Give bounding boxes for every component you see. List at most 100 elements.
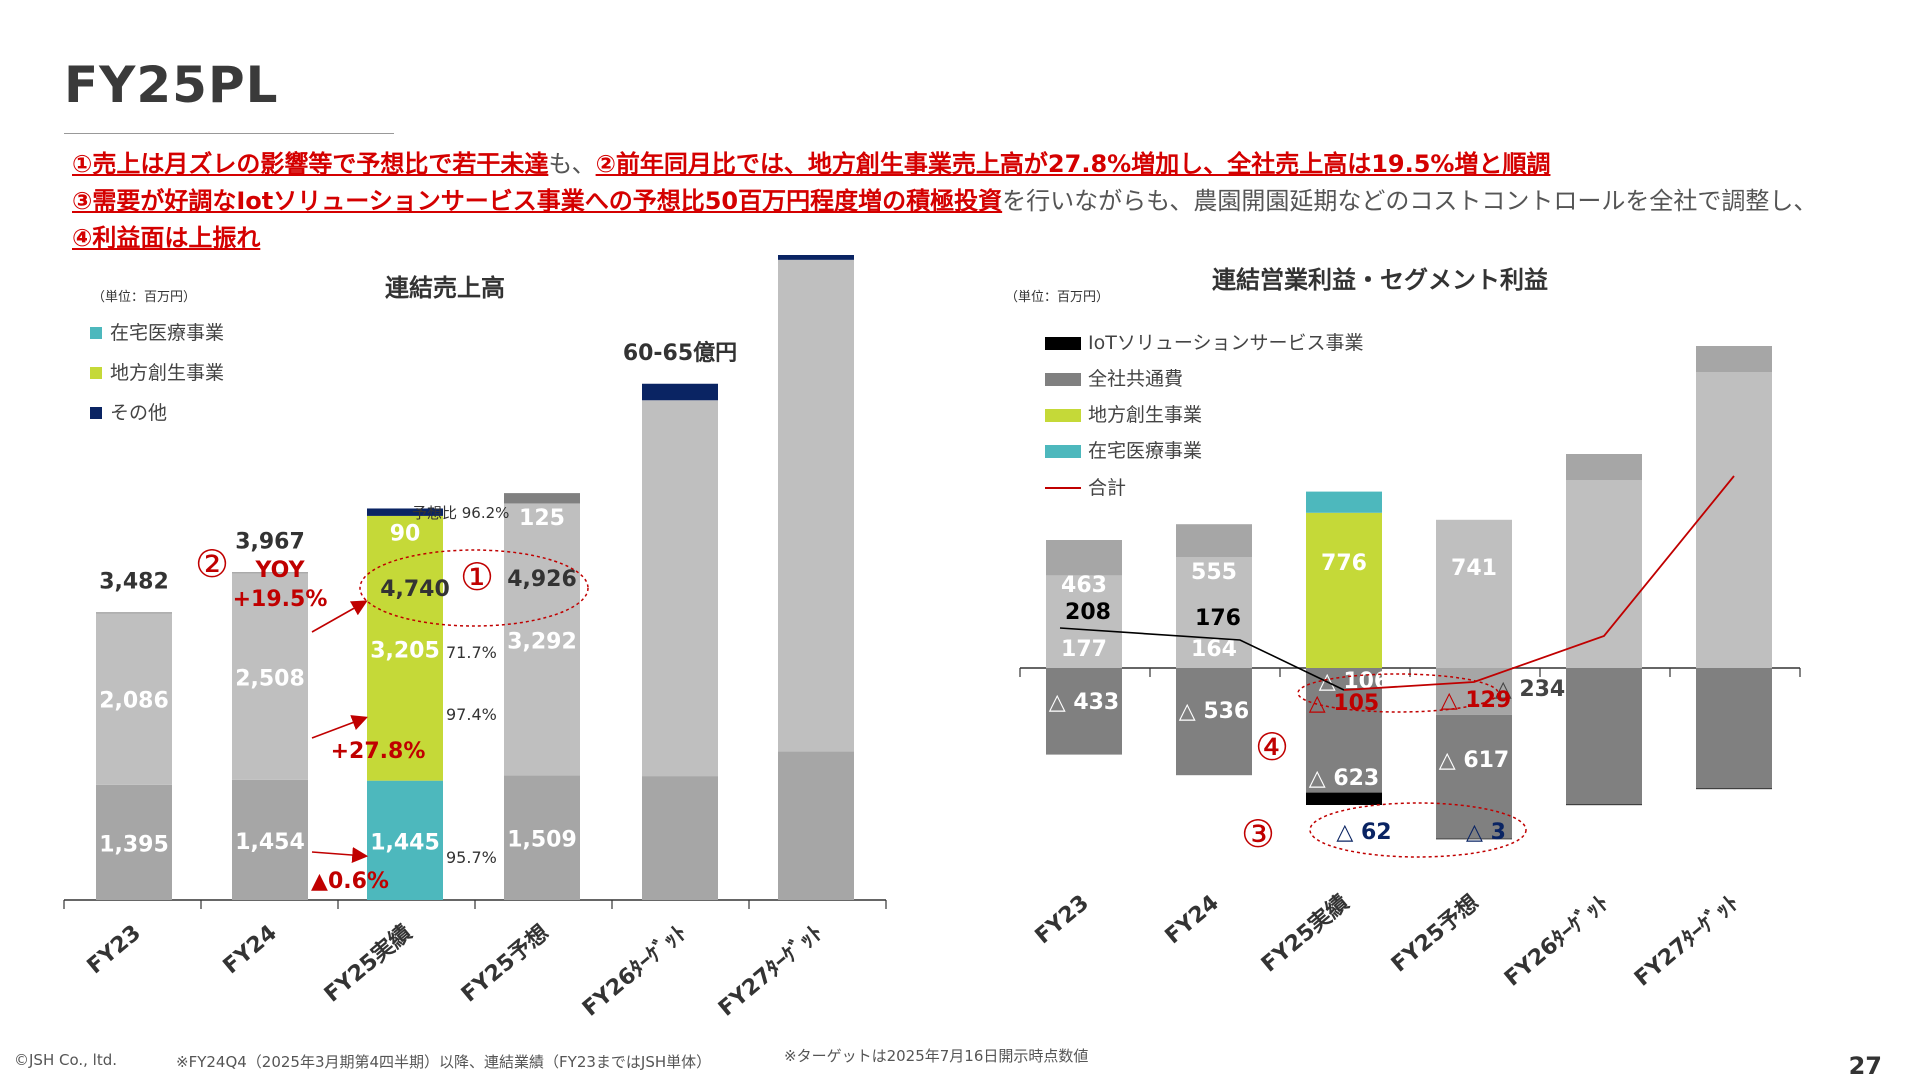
ratio-homecare: 95.7% xyxy=(446,848,497,867)
profit-bar-0-3 xyxy=(1046,540,1122,576)
profit-bar-0-1 xyxy=(1046,668,1122,755)
profit-category-label: FY24 xyxy=(1161,890,1224,949)
common-cost-label: △ 536 xyxy=(1179,699,1250,724)
yoy-value: +19.5% xyxy=(233,587,328,612)
iot-profit-label: △ 3 xyxy=(1466,820,1506,845)
profit-bar-2-0 xyxy=(1306,792,1382,805)
sales-bar-5-0 xyxy=(778,751,854,900)
sales-bar-5-2 xyxy=(778,255,854,260)
homecare-profit-label: 177 xyxy=(1061,637,1107,662)
sales-bar-2-1 xyxy=(367,515,443,781)
sales-value-label: 1,454 xyxy=(235,830,305,855)
sales-category-label: FY24 xyxy=(219,920,282,979)
total-profit-line-actual xyxy=(1059,627,1345,691)
profit-bar-5-0 xyxy=(1696,788,1772,790)
sales-value-label: 1,395 xyxy=(99,832,169,857)
page-title: FY25PL xyxy=(64,56,279,114)
sales-value-label: 3,292 xyxy=(507,629,577,654)
sales-bar-1-2 xyxy=(232,572,308,574)
sales-total-label: 3,967 xyxy=(235,529,305,554)
circle-number-3: ③ xyxy=(1241,812,1275,856)
profit-category-label: FY27ﾀｰｹﾞｯﾄ xyxy=(1629,890,1743,992)
homecare-profit-label: 164 xyxy=(1191,637,1237,662)
common-cost-label: △ 433 xyxy=(1049,690,1120,715)
sales-bar-2-2 xyxy=(367,508,443,516)
legend-label-1: 全社共通費 xyxy=(1088,368,1183,390)
sales-value-label: 1,509 xyxy=(507,828,577,853)
profit-bar-4-1 xyxy=(1566,668,1642,804)
sales-bar-4-0 xyxy=(642,776,718,900)
profit-bar-5-1 xyxy=(1696,668,1772,788)
sales-category-label: FY25予想 xyxy=(457,920,554,1007)
chart2-unit: （単位：百万円） xyxy=(1005,289,1109,305)
summary-highlight: ②前年同月比では、地方創生事業売上高が27.8%増加し、全社売上高は19.5%増… xyxy=(595,150,1551,178)
circle-number-1: ① xyxy=(460,555,494,599)
circle-number-2: ② xyxy=(195,542,229,586)
chart1-bars: 1,395 2,086 3,482 FY23 1,454 2,508 3,967 FY24 1,… xyxy=(63,255,887,1022)
circle-number-4: ④ xyxy=(1255,725,1289,769)
sales-bar-5-1 xyxy=(778,259,854,752)
yoy-label: YOY xyxy=(255,558,306,583)
sales-total-label: 4,926 xyxy=(507,567,577,592)
chart2-title: 連結営業利益・セグメント利益 xyxy=(1212,266,1548,294)
profit-category-label: FY25実績 xyxy=(1256,890,1354,978)
profit-category-label: FY26ﾀｰｹﾞｯﾄ xyxy=(1499,890,1613,992)
summary-highlight: ④利益面は上振れ xyxy=(72,224,261,252)
profit-bar-2-2 xyxy=(1306,512,1382,668)
legend-swatch-1 xyxy=(90,367,102,379)
total-profit-label: △ 129 xyxy=(1441,688,1512,713)
growth-arrow-2 xyxy=(311,847,369,864)
regional-profit-label: 555 xyxy=(1191,560,1237,585)
total-profit-line-forecast xyxy=(1343,475,1735,691)
forecast-ratio-circle xyxy=(359,549,589,627)
iot-profit-label: △ 62 xyxy=(1336,820,1391,845)
summary-plain: を行いながらも、農園開園延期などのコストコントロールを全社で調整し、 xyxy=(1002,187,1818,215)
chart2-bars xyxy=(1019,346,1801,840)
legend-swatch-2 xyxy=(1045,409,1081,422)
operating-profit-chart: 連結営業利益・セグメント利益 （単位：百万円） IoTソリューションサービス事業… xyxy=(1005,266,1801,992)
sales-bar-3-1 xyxy=(504,503,580,776)
profit-bar-3-2 xyxy=(1436,519,1512,668)
sales-category-label: FY23 xyxy=(83,920,146,979)
chart1-annotations: 71.7% 97.4% 95.7% 予想比 96.2% ① ② YOY +19.5% +27.8… xyxy=(195,504,589,894)
title-underline xyxy=(64,133,394,134)
profit-bar-2-3 xyxy=(1306,491,1382,513)
sales-total-label: 60-65億円 xyxy=(623,340,737,366)
sales-bar-0-1 xyxy=(96,612,172,785)
summary-highlight: ①売上は月ズレの影響等で予想比で若干未達 xyxy=(72,150,549,178)
summary-highlight: ③需要が好調なIotソリューションサービス事業への予想比50百万円程度増の積極投… xyxy=(72,187,1003,215)
regional-profit-label: 741 xyxy=(1451,556,1497,581)
profit-bar-5-3 xyxy=(1696,346,1772,372)
footer-note-target: ※ターゲットは2025年7月16日開示時点数値 xyxy=(784,1047,1089,1065)
sales-bar-1-1 xyxy=(232,572,308,780)
profit-category-label: FY25予想 xyxy=(1387,890,1484,977)
sales-category-label: FY26ﾀｰｹﾞｯﾄ xyxy=(577,920,691,1022)
profit-bar-4-0 xyxy=(1566,804,1642,806)
sales-bar-0-0 xyxy=(96,784,172,900)
profit-bar-5-2 xyxy=(1696,372,1772,668)
profit-bar-0-2 xyxy=(1046,575,1122,668)
sales-total-label: 3,482 xyxy=(99,569,169,594)
homecare-growth: ▲0.6% xyxy=(311,869,389,894)
sales-category-label: FY25実績 xyxy=(319,920,417,1008)
total-profit-label: △ 105 xyxy=(1309,691,1380,716)
page-number: 27 xyxy=(1848,1052,1882,1080)
total-profit-label: 208 xyxy=(1065,600,1111,625)
summary-plain: も、 xyxy=(548,150,596,178)
homecare-profit-label: △ 234 xyxy=(1495,677,1566,702)
profit-bar-4-3 xyxy=(1566,454,1642,480)
forecast-ratio-text: 予想比 96.2% xyxy=(412,504,509,522)
chart1-unit: （単位：百万円） xyxy=(92,289,196,305)
legend-swatch-0 xyxy=(90,327,102,339)
chart1-title: 連結売上高 xyxy=(385,274,505,302)
sales-bar-1-0 xyxy=(232,779,308,900)
profit-category-label: FY23 xyxy=(1031,890,1094,949)
legend-label-2: 地方創生事業 xyxy=(1088,404,1202,426)
iot-investment-circle xyxy=(1309,802,1527,858)
loss-forecast-circle xyxy=(1297,673,1499,713)
legend-label-0: 在宅医療事業 xyxy=(110,322,224,344)
legend-swatch-3 xyxy=(1045,445,1081,458)
legend-label-1: 地方創生事業 xyxy=(110,362,224,384)
profit-bar-3-0 xyxy=(1436,838,1512,840)
